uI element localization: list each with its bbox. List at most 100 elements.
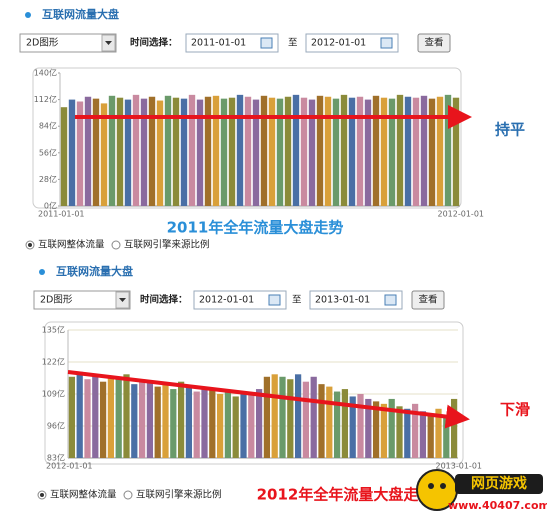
bar xyxy=(326,386,333,458)
caption: 2012年全年流量大盘走势 xyxy=(257,486,434,504)
bar xyxy=(148,96,156,206)
bar xyxy=(411,403,419,458)
bar xyxy=(232,396,239,458)
bar xyxy=(240,391,247,458)
bar xyxy=(356,96,364,206)
y-tick-label: 84亿 xyxy=(39,121,57,131)
bar xyxy=(84,379,91,458)
view-select[interactable] xyxy=(33,290,131,310)
bar xyxy=(224,391,232,458)
date-input[interactable] xyxy=(309,290,403,310)
bar xyxy=(154,386,161,458)
bar xyxy=(443,416,450,458)
date-value: 2012-01-01 xyxy=(199,295,254,306)
bar xyxy=(380,403,388,458)
x-tick-label: 2012-01-01 xyxy=(46,462,93,471)
watermark-site: www.40407.com xyxy=(448,499,547,512)
bar xyxy=(164,95,172,206)
bar xyxy=(260,95,268,206)
view-button[interactable] xyxy=(411,290,445,310)
radio[interactable] xyxy=(111,240,121,250)
bar xyxy=(420,95,428,206)
to-label: 至 xyxy=(292,295,302,306)
bar xyxy=(193,391,200,458)
bar xyxy=(100,103,108,206)
bar xyxy=(76,101,84,206)
bar xyxy=(349,396,356,458)
calendar-icon xyxy=(268,294,281,306)
bar xyxy=(172,97,180,206)
bar xyxy=(138,379,146,458)
date-input[interactable] xyxy=(193,290,287,310)
watermark-title: 网页游戏 xyxy=(471,475,527,492)
panel-header: 互联网流量大盘 xyxy=(42,7,119,21)
bar xyxy=(271,374,278,458)
bar xyxy=(372,401,380,458)
date-value: 2011-01-01 xyxy=(191,38,246,49)
bar xyxy=(115,379,122,458)
y-tick-label: 0亿 xyxy=(44,201,57,211)
bar xyxy=(170,389,177,458)
view-select[interactable] xyxy=(19,33,117,53)
select-arrow xyxy=(119,298,126,302)
bar xyxy=(140,98,148,206)
trend-arrow xyxy=(67,370,470,429)
logo-eye xyxy=(428,483,434,489)
calendar-icon xyxy=(260,37,273,49)
annotation: 下滑 xyxy=(500,401,530,419)
bar xyxy=(444,94,452,206)
bar xyxy=(302,381,310,458)
bar xyxy=(68,376,76,458)
bar xyxy=(180,98,188,206)
bar xyxy=(108,95,116,206)
bar xyxy=(252,99,260,206)
select-arrow xyxy=(105,41,112,45)
y-tick-label: 96亿 xyxy=(47,421,65,431)
y-tick-label: 109亿 xyxy=(42,389,65,399)
date-value: 2012-01-01 xyxy=(311,38,366,49)
bar xyxy=(404,96,412,206)
bar xyxy=(92,374,99,458)
bar xyxy=(60,107,68,206)
bar xyxy=(364,99,372,206)
bar xyxy=(318,384,325,458)
bar xyxy=(228,97,236,206)
bar xyxy=(255,389,263,458)
bar xyxy=(84,96,92,206)
bar xyxy=(419,411,427,458)
header-dot xyxy=(25,12,31,18)
bar xyxy=(236,94,244,206)
bar xyxy=(204,96,212,206)
bar xyxy=(396,406,403,458)
bar xyxy=(427,413,434,458)
radio-label: 互联网整体流量 xyxy=(38,239,105,251)
bar xyxy=(185,386,193,458)
time-label: 时间选择： xyxy=(140,294,188,306)
view-button[interactable] xyxy=(417,33,451,53)
radio-label: 互联网引擎来源比例 xyxy=(124,239,210,251)
radio[interactable] xyxy=(123,490,133,500)
logo-eye xyxy=(440,483,446,489)
bar xyxy=(341,389,349,458)
bar xyxy=(196,99,204,206)
bar xyxy=(177,381,185,458)
time-label: 时间选择： xyxy=(130,37,178,49)
bar xyxy=(263,376,271,458)
date-input[interactable] xyxy=(305,33,399,53)
bar xyxy=(316,95,324,206)
radio-label: 互联网引擎来源比例 xyxy=(136,489,222,501)
bar xyxy=(324,96,332,206)
bar xyxy=(365,398,372,458)
y-tick-label: 112亿 xyxy=(34,94,57,104)
bar xyxy=(412,97,420,206)
bar xyxy=(428,98,436,206)
date-input[interactable] xyxy=(185,33,279,53)
bar xyxy=(357,394,364,458)
bar xyxy=(436,96,444,206)
bar xyxy=(276,98,284,206)
bar xyxy=(188,94,196,206)
bar xyxy=(68,99,76,206)
bar xyxy=(209,389,216,458)
